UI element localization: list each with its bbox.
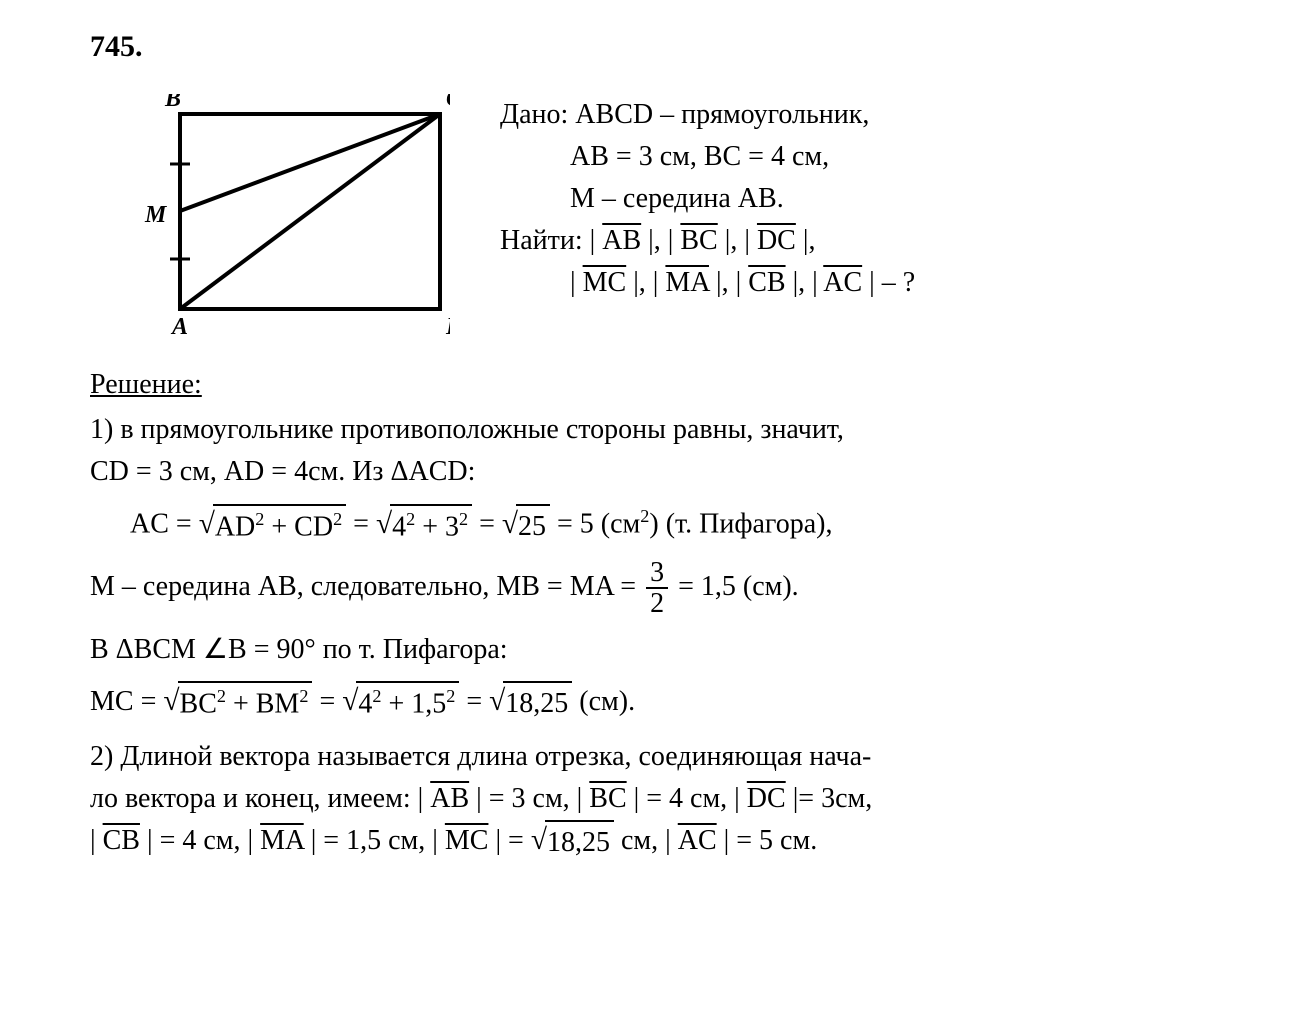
m-mid-prefix: М – середина АВ, следовательно, MB = MA … bbox=[90, 571, 643, 602]
mc-lhs: MC = bbox=[90, 686, 163, 717]
svg-text:A: A bbox=[170, 314, 188, 334]
ac-result: = 5 (см bbox=[557, 508, 640, 539]
given-line1: Дано: ABCD – прямоугольник, bbox=[500, 94, 915, 136]
step2-line-b: ло вектора и конец, имеем: | AB | = 3 см… bbox=[90, 778, 1226, 820]
svg-text:M: M bbox=[144, 202, 168, 228]
step2-line-a: 2) Длиной вектора называется длина отрез… bbox=[90, 736, 1226, 778]
eq4: = bbox=[466, 686, 489, 717]
m-frac-den: 2 bbox=[646, 589, 668, 618]
ac-ans-vec: AC bbox=[678, 825, 717, 856]
find-line2: | MC |, | MA |, | CB |, | AC | – ? bbox=[500, 262, 915, 304]
find-vectors-row2: | MC |, | MA |, | CB |, | AC | bbox=[570, 267, 875, 298]
given-line2: АВ = 3 см, ВС = 4 см, bbox=[500, 136, 915, 178]
ac-sqrt1: √AD2 + CD2 bbox=[199, 504, 346, 548]
ac-ans-val: = 5 см. bbox=[729, 825, 817, 856]
m-frac-num: 3 bbox=[646, 558, 668, 589]
mc-sqrt1: √BC2 + BM2 bbox=[163, 681, 312, 725]
step1-b-prefix: CD = 3 см, AD = 4см. Из bbox=[90, 456, 391, 487]
mc-sqrt2: √42 + 1,52 bbox=[342, 681, 459, 725]
mc-sqrt3: √18,25 bbox=[489, 681, 572, 725]
ac-result-tail: ) (т. Пифагора), bbox=[649, 508, 832, 539]
eq2: = bbox=[479, 508, 502, 539]
find-label: Найти: bbox=[500, 225, 583, 256]
top-row: B C A D M Дано: ABCD – прямоугольник, АВ = 3… bbox=[90, 94, 1226, 339]
eq1: = bbox=[353, 508, 376, 539]
problem-number: 745. bbox=[90, 30, 1226, 64]
mc-ans-rad: 18,25 bbox=[545, 820, 614, 864]
mc-ans-sqrt: √18,25 bbox=[531, 820, 614, 864]
given-line3: М – середина АВ. bbox=[500, 178, 915, 220]
find-vectors-row1: | AB |, | BC |, | DC |, bbox=[590, 225, 816, 256]
step1-line-a: 1) в прямоугольнике противоположные стор… bbox=[90, 409, 1226, 451]
ac-equation: AC = √AD2 + CD2 = √42 + 32 = √25 = 5 (см… bbox=[90, 503, 1226, 548]
step2-b-prefix: ло вектора и конец, имеем: bbox=[90, 783, 418, 814]
page: 745. B C A D M Дано: ABCD – прямоугольник, А… bbox=[0, 0, 1316, 864]
mc-ans-vec: MC bbox=[445, 825, 489, 856]
solution-title: Решение: bbox=[90, 369, 1226, 401]
ac-lhs: AC = bbox=[130, 508, 199, 539]
step2-line-c: | CB | = 4 см, | MA | = 1,5 см, | MC | =… bbox=[90, 820, 1226, 865]
figure-container: B C A D M bbox=[90, 94, 450, 339]
figure-svg: B C A D M bbox=[90, 94, 450, 334]
svg-text:B: B bbox=[164, 94, 181, 112]
m-mid-line: М – середина АВ, следовательно, MB = MA … bbox=[90, 558, 1226, 619]
m-mid-tail: = 1,5 (см). bbox=[678, 571, 799, 602]
mc-ans-tail: см, bbox=[614, 825, 665, 856]
given-find-block: Дано: ABCD – прямоугольник, АВ = 3 см, В… bbox=[500, 94, 915, 304]
solution-body: 1) в прямоугольнике противоположные стор… bbox=[90, 409, 1226, 864]
mc-rad3: 18,25 bbox=[503, 681, 572, 725]
eq3: = bbox=[319, 686, 342, 717]
mc-tail: (см). bbox=[579, 686, 635, 717]
ac-sqrt2: √42 + 32 bbox=[376, 504, 472, 548]
m-fraction: 3 2 bbox=[646, 558, 668, 619]
mc-equation: MC = √BC2 + BM2 = √42 + 1,52 = √18,25 (с… bbox=[90, 681, 1226, 726]
bcm-line: В ΔBCM ∠В = 90° по т. Пифагора: bbox=[90, 629, 1226, 671]
ac-sqrt3: √25 bbox=[502, 504, 550, 548]
svg-text:D: D bbox=[445, 314, 450, 334]
step1-line-b: CD = 3 см, AD = 4см. Из ΔACD: bbox=[90, 451, 1226, 493]
svg-text:C: C bbox=[446, 94, 450, 112]
find-tail: – ? bbox=[875, 267, 915, 298]
ac-result-sup: 2 bbox=[640, 506, 649, 526]
mc-ans-eq: = bbox=[501, 825, 531, 856]
answers-row1: | AB | = 3 см, | BC | = 4 см, | DC |= 3с… bbox=[418, 783, 873, 814]
step1-b-triangle: ΔACD: bbox=[391, 456, 476, 487]
answers-row2: | CB | = 4 см, | MA | = 1,5 см, bbox=[90, 825, 432, 856]
ac-rad3: 25 bbox=[516, 504, 550, 548]
find-line1: Найти: | AB |, | BC |, | DC |, bbox=[500, 220, 915, 262]
